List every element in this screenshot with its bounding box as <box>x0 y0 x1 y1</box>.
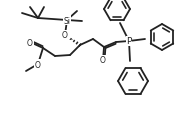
Text: O: O <box>27 38 33 47</box>
Text: Si: Si <box>64 16 70 25</box>
Text: P: P <box>126 37 132 46</box>
Text: ...: ... <box>68 35 73 40</box>
Text: O: O <box>35 60 41 69</box>
Text: O: O <box>62 31 68 40</box>
Text: O: O <box>100 56 106 65</box>
